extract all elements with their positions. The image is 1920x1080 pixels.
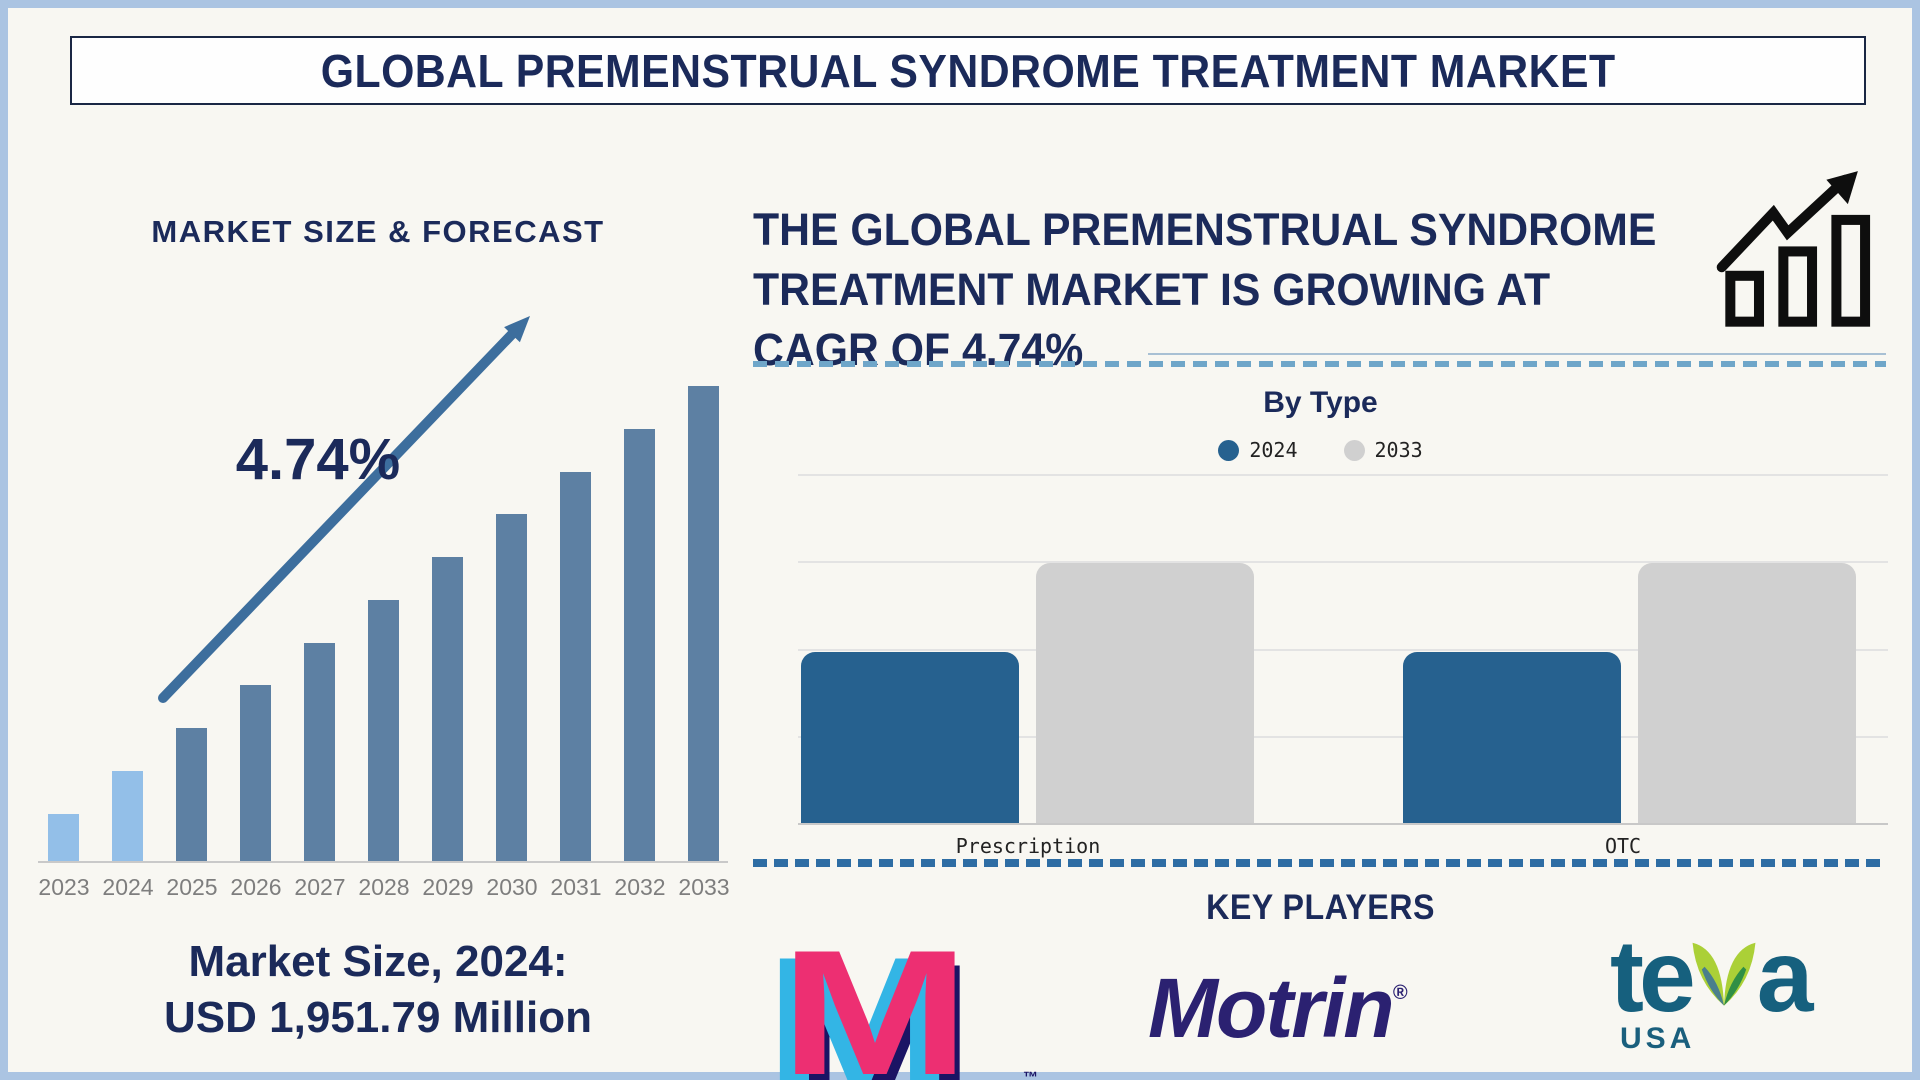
gridline (798, 648, 1888, 651)
forecast-bar-2028 (368, 599, 399, 861)
legend-item-2024: 2024 (1218, 438, 1298, 462)
market-size-2024-callout: Market Size, 2024: USD 1,951.79 Million (8, 934, 748, 1047)
teva-text-te: te (1610, 919, 1696, 1034)
headline-underline (1148, 353, 1886, 355)
bar-prescription-2033 (1036, 563, 1254, 823)
gridline (798, 561, 1888, 564)
forecast-bar-2023 (48, 813, 79, 861)
legend-label-2024: 2024 (1249, 438, 1298, 462)
forecast-bar-2029 (432, 557, 463, 861)
by-type-bar-chart (798, 474, 1888, 825)
market-size-line2: USD 1,951.79 Million (164, 993, 592, 1043)
growth-chart-icon (1716, 171, 1871, 327)
motrin-wordmark: Motrin (1148, 961, 1395, 1055)
teva-usa-label: USA (1620, 1022, 1696, 1055)
dashed-divider-bottom (753, 859, 1886, 867)
teva-text-a: a (1756, 919, 1814, 1034)
midol-trademark: ™ (1023, 1069, 1038, 1080)
forecast-bar-2027 (304, 642, 335, 861)
forecast-bar-2030 (496, 514, 527, 861)
motrin-logo: Motrin® (1148, 960, 1508, 1057)
category-label-prescription: Prescription (955, 834, 1101, 858)
midol-m-letter: M (780, 913, 970, 1080)
key-players-heading: KEY PLAYERS (1206, 888, 1435, 927)
market-size-line1: Market Size, 2024: (188, 937, 568, 986)
page-title: GLOBAL PREMENSTRUAL SYNDROME TREATMENT M… (320, 44, 1616, 97)
teva-logo: te a (1610, 916, 1900, 1034)
title-banner: GLOBAL PREMENSTRUAL SYNDROME TREATMENT M… (70, 36, 1866, 105)
year-label: 2026 (230, 874, 282, 900)
year-label: 2029 (422, 874, 474, 900)
legend-dot-2024 (1218, 439, 1240, 461)
forecast-bar-2024 (112, 770, 143, 861)
year-label: 2033 (678, 874, 730, 900)
legend-label-2033: 2033 (1374, 438, 1423, 462)
year-label: 2032 (614, 874, 666, 900)
forecast-bar-2033 (688, 386, 719, 861)
year-label: 2023 (38, 874, 90, 900)
by-type-title: By Type (1263, 386, 1378, 419)
market-size-forecast-heading: MARKET SIZE & FORECAST (151, 214, 605, 249)
dashed-divider-top (753, 361, 1886, 367)
forecast-bar-2025 (176, 728, 207, 861)
year-label: 2025 (166, 874, 218, 900)
category-label-otc: OTC (1604, 834, 1642, 858)
forecast-bar-2032 (624, 428, 655, 861)
bar-otc-2033 (1638, 563, 1856, 823)
forecast-bar-2031 (560, 471, 591, 861)
legend-item-2033: 2033 (1343, 438, 1423, 462)
by-type-legend: 2024 2033 (753, 438, 1888, 462)
midol-logo: M ™ (780, 913, 1060, 1080)
year-label: 2031 (550, 874, 602, 900)
gridline (798, 474, 1888, 476)
year-label: 2028 (358, 874, 410, 900)
cagr-headline-line1: THE GLOBAL PREMENSTRUAL SYNDROME (753, 204, 1657, 255)
forecast-bar-2026 (240, 685, 271, 861)
gridline (798, 735, 1888, 738)
year-label: 2030 (486, 874, 538, 900)
legend-dot-2033 (1343, 439, 1365, 461)
cagr-headline-line3: CAGR OF 4.74% (753, 323, 1084, 375)
forecast-year-axis: 2023 2024 2025 2026 2027 2028 2029 2030 … (38, 874, 738, 904)
year-label: 2024 (102, 874, 154, 900)
cagr-headline: THE GLOBAL PREMENSTRUAL SYNDROME TREATME… (753, 200, 1665, 380)
year-label: 2027 (294, 874, 346, 900)
bar-otc-2024 (1403, 652, 1621, 823)
cagr-annotation: 4.74% (235, 427, 401, 492)
teva-leaf-icon (1692, 942, 1756, 1006)
cagr-headline-line2: TREATMENT MARKET IS GROWING AT (753, 263, 1551, 315)
bar-prescription-2024 (801, 652, 1019, 823)
motrin-registered-mark: ® (1392, 982, 1408, 1004)
